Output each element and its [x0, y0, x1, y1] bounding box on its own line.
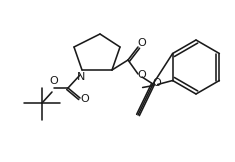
Text: O: O [138, 38, 146, 48]
Text: O: O [138, 70, 146, 80]
Text: N: N [77, 72, 85, 82]
Text: O: O [81, 94, 89, 104]
Text: O: O [152, 77, 161, 87]
Text: O: O [50, 76, 58, 86]
